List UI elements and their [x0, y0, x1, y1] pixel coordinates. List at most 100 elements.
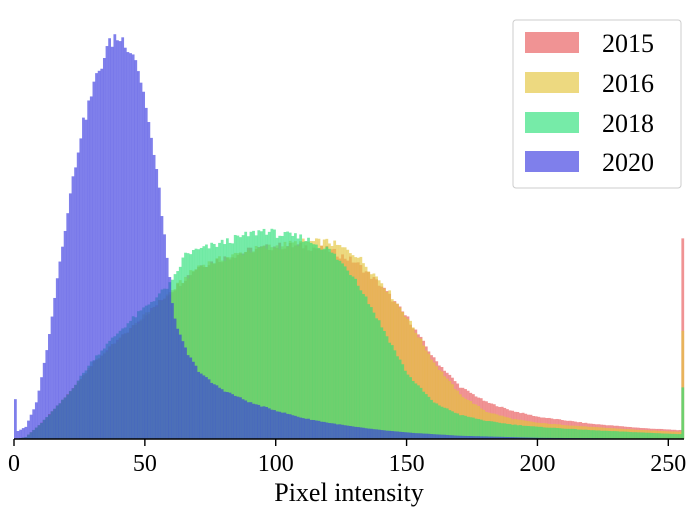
- bar-2020-bin-111: [304, 418, 308, 439]
- bar-2018-bin-157: [424, 394, 428, 439]
- bar-2020-bin-154: [417, 433, 420, 439]
- bar-2018-bin-101: [278, 235, 282, 439]
- bar-2018-bin-206: [553, 427, 556, 439]
- bar-2018-bin-123: [335, 259, 339, 439]
- bar-2020-bin-180: [485, 436, 488, 439]
- bar-2020-bin-73: [205, 377, 208, 439]
- bar-2020-bin-5: [27, 420, 30, 439]
- bar-2020-bin-109: [299, 417, 303, 439]
- bar-2020-bin-36: [108, 38, 111, 440]
- x-tick-label-50: 50: [133, 451, 157, 477]
- bar-2020-bin-85: [236, 396, 240, 439]
- bar-2018-bin-239: [639, 432, 643, 439]
- bar-2018-bin-166: [448, 410, 452, 439]
- bar-2020-bin-40: [118, 41, 122, 440]
- bar-2018-bin-87: [241, 235, 245, 439]
- bar-2018-bin-89: [246, 236, 250, 439]
- bar-2018-bin-253: [676, 434, 679, 439]
- bar-2020-bin-83: [231, 394, 234, 439]
- bar-2018-bin-196: [526, 426, 530, 439]
- bar-2020-bin-95: [262, 406, 266, 439]
- bar-2018-bin-173: [466, 416, 470, 439]
- bar-2020-bin-135: [367, 428, 371, 439]
- bar-2020-bin-162: [437, 434, 441, 439]
- bar-2018-bin-246: [657, 433, 661, 439]
- bar-2020-bin-8: [34, 402, 38, 439]
- bar-2018-bin-238: [636, 432, 640, 439]
- bar-2018-bin-147: [398, 359, 402, 439]
- bar-2018-bin-211: [566, 428, 569, 439]
- bar-2020-bin-45: [131, 54, 135, 439]
- bar-2020-bin-191: [513, 437, 517, 439]
- bar-2018-bin-66: [186, 253, 190, 439]
- bar-2018-bin-142: [385, 336, 389, 439]
- bar-2018-bin-111: [304, 241, 308, 439]
- bar-2018-bin-80: [223, 244, 227, 439]
- bar-2020-bin-3: [21, 428, 25, 439]
- bar-2018-bin-97: [267, 231, 271, 439]
- bar-2018-bin-204: [547, 427, 551, 439]
- bar-2018-bin-109: [299, 234, 303, 439]
- bar-2018-bin-234: [626, 431, 630, 439]
- bar-2020-bin-155: [419, 433, 423, 439]
- bar-2018-bin-174: [469, 417, 473, 439]
- bar-2018-bin-248: [663, 433, 666, 439]
- bar-2020-bin-110: [301, 418, 305, 439]
- bar-2020-bin-97: [267, 408, 271, 439]
- bar-2020-bin-161: [435, 434, 439, 439]
- bar-2020-bin-131: [356, 427, 360, 439]
- bar-2018-bin-90: [249, 231, 253, 439]
- bar-2018-bin-252: [673, 433, 677, 439]
- bar-2018-bin-177: [477, 419, 481, 439]
- bar-2020-bin-30: [92, 81, 96, 439]
- bar-2020-bin-65: [184, 347, 187, 439]
- bar-2020-bin-117: [320, 421, 323, 439]
- bar-2020-bin-185: [498, 436, 501, 439]
- bar-2018-bin-151: [409, 377, 412, 439]
- bar-2020-bin-137: [372, 429, 376, 439]
- bar-2018-bin-209: [560, 428, 564, 439]
- bar-2018-bin-105: [288, 232, 292, 439]
- bar-2018-bin-74: [207, 248, 211, 439]
- bar-2016-bin-160: [432, 362, 436, 439]
- bar-2020-bin-0: [14, 399, 17, 439]
- bar-2020-bin-171: [461, 435, 465, 439]
- bar-2018-bin-117: [320, 249, 323, 439]
- bar-2018-bin-163: [440, 406, 444, 439]
- bar-2020-bin-142: [385, 430, 389, 439]
- bar-2020-bin-22: [71, 176, 75, 440]
- x-tick-label-150: 150: [389, 451, 425, 477]
- bar-2020-bin-166: [448, 435, 452, 439]
- bar-2018-bin-181: [487, 421, 491, 439]
- bar-2018-bin-160: [432, 402, 436, 439]
- bar-2020-bin-9: [37, 390, 41, 439]
- bar-2018-bin-71: [199, 247, 203, 439]
- bar-2018-bin-76: [212, 243, 216, 439]
- bar-2018-bin-67: [189, 254, 193, 439]
- bar-2018-bin-102: [280, 235, 284, 439]
- bar-2020-bin-105: [288, 414, 292, 439]
- bar-2020-bin-63: [178, 334, 182, 439]
- bar-2018-bin-73: [205, 244, 208, 439]
- bar-2018-bin-210: [563, 428, 567, 439]
- bar-2020-bin-118: [322, 421, 326, 439]
- bar-2020-bin-128: [349, 426, 352, 439]
- legend-frame: [512, 19, 682, 189]
- bar-2018-bin-189: [508, 424, 512, 439]
- bar-2018-bin-119: [325, 246, 329, 439]
- bar-2020-bin-67: [189, 357, 193, 439]
- bar-2018-bin-128: [349, 275, 352, 439]
- bar-2018-bin-136: [369, 307, 373, 439]
- bar-2020-bin-50: [144, 107, 148, 440]
- bar-2018-bin-213: [571, 428, 575, 439]
- bar-2020-bin-27: [84, 119, 88, 440]
- bar-2020-bin-90: [249, 402, 253, 439]
- bar-2018-bin-155: [419, 387, 423, 439]
- bar-2020-bin-92: [254, 404, 258, 439]
- bar-2020-bin-64: [181, 341, 185, 439]
- bar-2020-bin-76: [212, 384, 216, 439]
- bar-2020-bin-157: [424, 433, 428, 439]
- bar-2018-bin-207: [555, 428, 559, 439]
- bar-2018-bin-125: [341, 263, 344, 439]
